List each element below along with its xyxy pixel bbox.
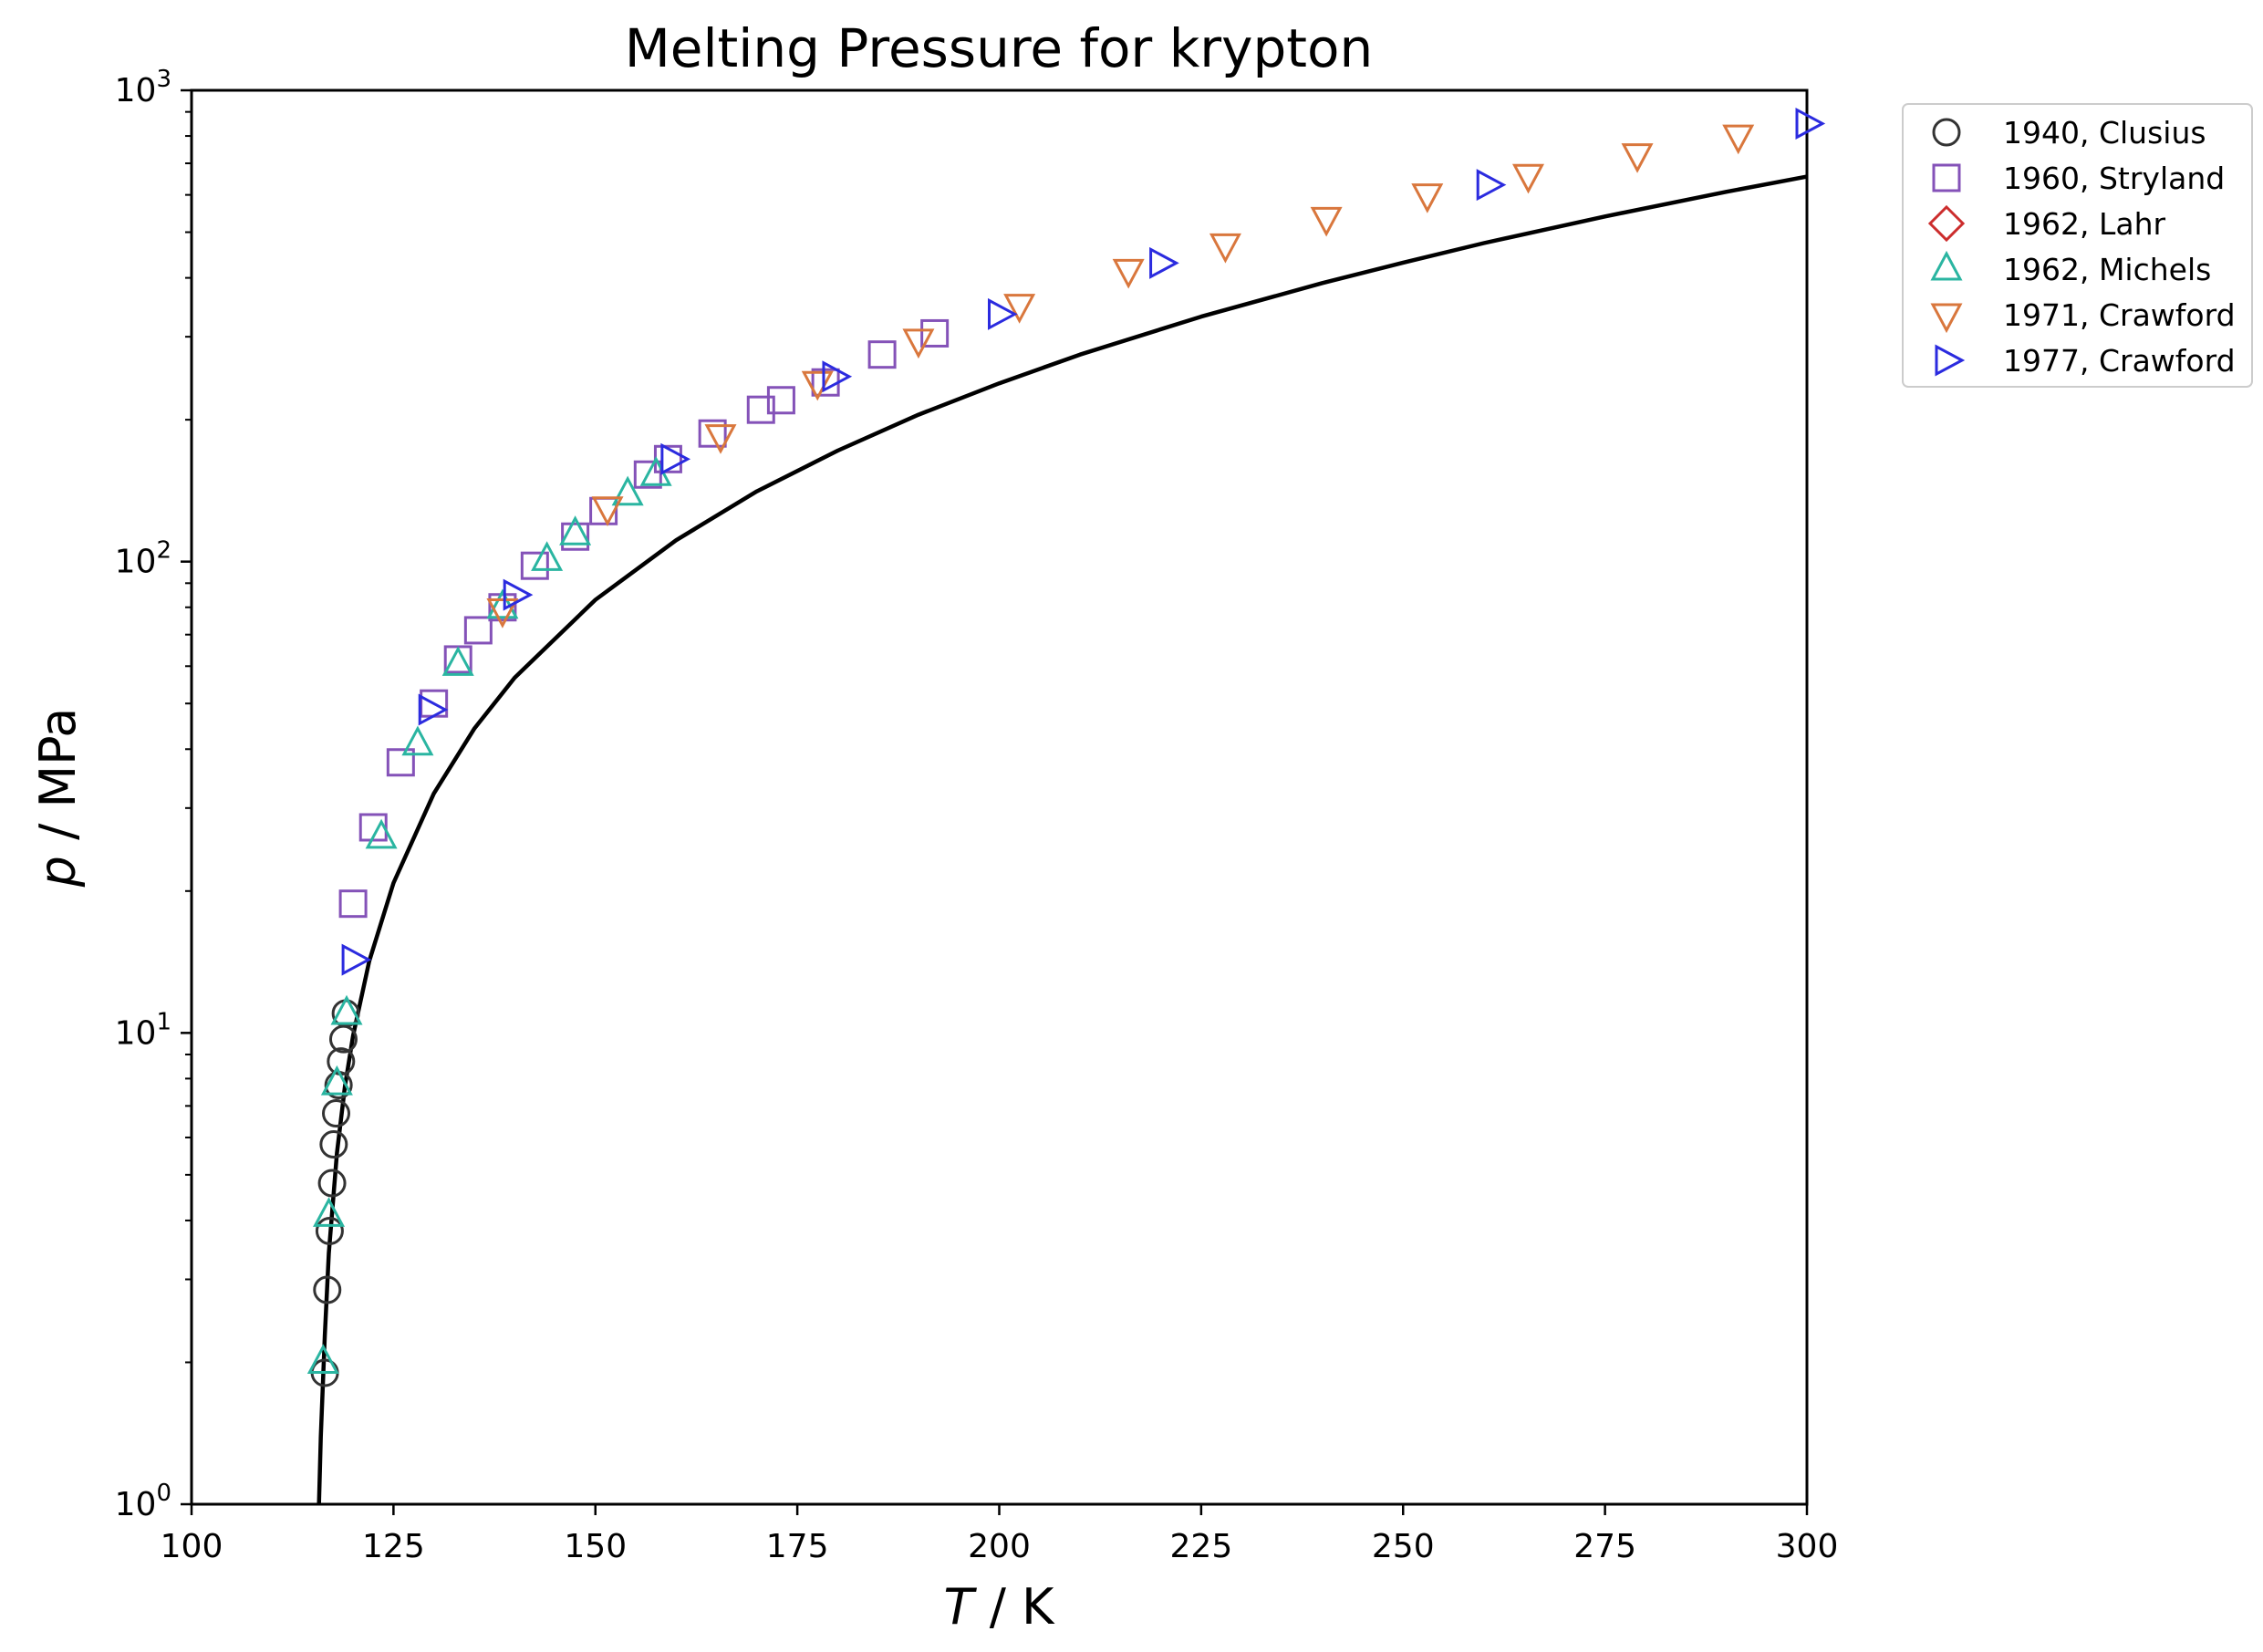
legend-label: 1971, Crawford	[2003, 297, 2236, 333]
data-point-triangle-down	[1112, 258, 1145, 289]
legend-label: 1962, Lahr	[2003, 206, 2165, 242]
data-point-circle	[319, 1130, 348, 1159]
data-point-triangle-up	[320, 1065, 353, 1096]
legend-marker-diamond	[1927, 204, 1966, 243]
data-point-triangle-right	[1149, 246, 1179, 279]
melting-curve-line	[317, 174, 1808, 1505]
data-point-square	[386, 748, 415, 777]
y-tick-label: 100	[115, 1480, 171, 1523]
fit-curve-layer	[317, 174, 1808, 1505]
x-tick-label: 150	[564, 1528, 627, 1565]
data-point-square	[920, 318, 950, 348]
data-point-triangle-down	[1621, 143, 1654, 173]
data-point-square	[698, 419, 727, 448]
data-point-square	[766, 386, 795, 415]
data-point-circle	[315, 1216, 344, 1245]
data-point-triangle-right	[341, 943, 372, 976]
x-tick-label: 225	[1170, 1528, 1233, 1565]
x-tick-label: 200	[968, 1528, 1031, 1565]
legend-marker-circle	[1932, 118, 1961, 147]
data-point-circle	[317, 1169, 347, 1198]
legend-marker-triangle-right	[1935, 344, 1966, 377]
data-point-triangle-right	[988, 297, 1018, 330]
data-point-triangle-up	[441, 646, 474, 676]
data-point-circle	[313, 1275, 342, 1304]
legend: 1940, Clusius 1960, Stryland 1962, Lahr 196…	[1902, 103, 2253, 388]
x-tick-label: 250	[1372, 1528, 1435, 1565]
legend-label: 1977, Crawford	[2003, 343, 2236, 379]
legend-frame	[1902, 103, 2253, 388]
data-point-triangle-up	[365, 818, 398, 849]
data-point-triangle-down	[1003, 294, 1036, 324]
data-point-triangle-up	[559, 515, 592, 545]
data-point-triangle-right	[1795, 107, 1826, 140]
data-point-triangle-down	[1722, 124, 1755, 155]
x-tick-label: 125	[362, 1528, 425, 1565]
data-point-square	[867, 340, 897, 369]
data-point-triangle-down	[902, 328, 935, 359]
data-point-triangle-up	[330, 994, 363, 1025]
data-point-square	[520, 551, 549, 580]
legend-marker-triangle-down	[1930, 303, 1963, 334]
y-tick-label: 103	[115, 66, 171, 109]
x-tick-label: 300	[1776, 1528, 1839, 1565]
data-point-triangle-up	[531, 541, 564, 571]
data-point-square	[463, 616, 493, 645]
data-point-triangle-up	[306, 1344, 339, 1374]
data-point-triangle-down	[591, 496, 624, 526]
y-axis-unit: / MPa	[29, 708, 87, 856]
data-point-triangle-right	[503, 578, 534, 611]
data-point-triangle-right	[1476, 169, 1507, 202]
y-tick-label: 102	[115, 537, 171, 581]
data-point-triangle-down	[704, 424, 737, 454]
data-point-triangle-down	[1411, 183, 1444, 213]
data-point-triangle-right	[418, 693, 449, 726]
x-tick-label: 175	[766, 1528, 829, 1565]
data-point-triangle-up	[611, 475, 644, 506]
y-tick-label: 101	[115, 1008, 171, 1052]
x-axis-title: T / K	[944, 1578, 1056, 1636]
legend-label: 1962, Michels	[2003, 252, 2211, 287]
data-point-triangle-up	[401, 725, 434, 756]
legend-marker-triangle-up	[1930, 250, 1963, 281]
data-point-square	[746, 395, 775, 424]
data-point-square	[561, 522, 590, 551]
x-axis-ticks: 100 125 150 175 200 225 250 275 300	[161, 1504, 1839, 1565]
data-point-triangle-up	[313, 1197, 346, 1227]
data-point-square	[358, 813, 388, 842]
data-point-triangle-down	[1310, 206, 1343, 237]
data-marker-layer	[306, 107, 1826, 1387]
data-point-triangle-down	[1209, 233, 1241, 264]
data-point-triangle-down	[1511, 163, 1545, 194]
data-point-triangle-right	[660, 442, 691, 475]
data-point-triangle-down	[486, 598, 519, 629]
x-tick-label: 100	[161, 1528, 223, 1565]
x-tick-label: 275	[1573, 1528, 1636, 1565]
chart-title: Melting Pressure for krypton	[625, 17, 1374, 79]
x-axis-unit: / K	[974, 1578, 1056, 1636]
y-axis-ticks: 100 101 102 103	[115, 66, 192, 1523]
data-point-triangle-right	[822, 360, 853, 393]
legend-marker-square	[1932, 163, 1961, 192]
y-axis-symbol: p	[29, 856, 87, 888]
x-axis-symbol: T	[944, 1578, 978, 1636]
data-point-square	[338, 889, 368, 919]
y-axis-title: p / MPa	[29, 708, 87, 888]
data-point-square	[633, 460, 662, 489]
legend-label: 1960, Stryland	[2003, 161, 2225, 196]
legend-entries: 1940, Clusius 1960, Stryland 1962, Lahr 196…	[1927, 115, 2236, 379]
data-point-circle	[322, 1099, 351, 1128]
legend-label: 1940, Clusius	[2003, 115, 2206, 151]
